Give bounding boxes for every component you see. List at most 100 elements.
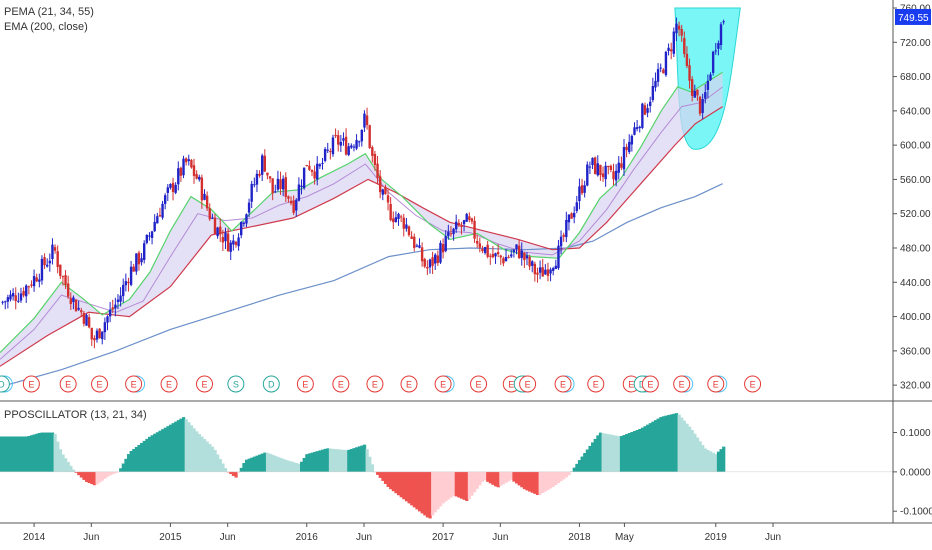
oscillator-bar[interactable]	[171, 423, 175, 472]
candle-body[interactable]	[250, 183, 253, 202]
oscillator-bar[interactable]	[470, 471, 474, 496]
oscillator-bar[interactable]	[501, 471, 506, 485]
oscillator-bar[interactable]	[6, 436, 10, 472]
oscillator-bar[interactable]	[383, 471, 388, 484]
oscillator-bar[interactable]	[499, 471, 503, 486]
oscillator-bar[interactable]	[189, 425, 194, 472]
candle-body[interactable]	[512, 249, 516, 253]
candle-body[interactable]	[711, 51, 715, 73]
oscillator-bar[interactable]	[598, 432, 603, 472]
oscillator-bar[interactable]	[551, 471, 555, 487]
candle-body[interactable]	[638, 126, 641, 129]
candle-body[interactable]	[675, 23, 678, 34]
oscillator-bar[interactable]	[585, 449, 589, 472]
candle-body[interactable]	[51, 244, 54, 259]
oscillator-bar[interactable]	[85, 471, 89, 482]
oscillator-bar[interactable]	[82, 471, 86, 480]
oscillator-bar[interactable]	[210, 446, 215, 472]
candle-body[interactable]	[630, 135, 634, 145]
candle-body[interactable]	[119, 295, 122, 302]
oscillator-bar[interactable]	[520, 471, 524, 488]
candle-body[interactable]	[1, 301, 4, 303]
oscillator-bar[interactable]	[441, 471, 445, 504]
candle-body[interactable]	[562, 234, 565, 237]
oscillator-bar[interactable]	[223, 468, 228, 472]
candle-body[interactable]	[171, 182, 175, 193]
oscillator-bar[interactable]	[541, 471, 545, 494]
oscillator-bar[interactable]	[286, 460, 291, 472]
oscillator-bar[interactable]	[407, 471, 411, 504]
candle-body[interactable]	[544, 269, 547, 275]
oscillator-bar[interactable]	[530, 471, 534, 493]
candle-body[interactable]	[339, 141, 343, 146]
oscillator-bar[interactable]	[341, 449, 346, 472]
candle-body[interactable]	[226, 233, 230, 252]
candle-body[interactable]	[635, 127, 639, 129]
oscillator-bar[interactable]	[601, 433, 605, 472]
oscillator-bar[interactable]	[685, 423, 689, 472]
candle-body[interactable]	[593, 157, 597, 174]
oscillator-bar[interactable]	[56, 441, 60, 472]
candle-body[interactable]	[667, 47, 670, 51]
candle-body[interactable]	[444, 236, 447, 252]
oscillator-bar[interactable]	[693, 433, 697, 472]
oscillator-bar[interactable]	[546, 471, 550, 491]
candle-body[interactable]	[719, 24, 723, 46]
candle-body[interactable]	[496, 252, 500, 255]
oscillator-bar[interactable]	[674, 413, 679, 472]
candle-body[interactable]	[538, 267, 542, 273]
candle-body[interactable]	[313, 171, 316, 179]
candle-body[interactable]	[680, 29, 683, 36]
oscillator-bar[interactable]	[690, 429, 694, 472]
oscillator-bar[interactable]	[651, 421, 655, 472]
oscillator-bar[interactable]	[22, 436, 26, 472]
oscillator-bar[interactable]	[617, 436, 621, 472]
candle-body[interactable]	[549, 269, 552, 274]
candle-body[interactable]	[281, 178, 285, 190]
candle-body[interactable]	[229, 242, 232, 252]
oscillator-bar[interactable]	[420, 471, 424, 514]
candle-body[interactable]	[190, 159, 193, 168]
oscillator-bar[interactable]	[150, 435, 154, 472]
candle-body[interactable]	[145, 234, 149, 243]
candle-body[interactable]	[465, 213, 468, 222]
oscillator-bar[interactable]	[74, 471, 78, 473]
earnings-event-marker[interactable]	[641, 375, 659, 393]
candle-body[interactable]	[237, 237, 240, 247]
candle-body[interactable]	[620, 163, 623, 168]
oscillator-bar[interactable]	[45, 432, 49, 472]
oscillator-bar[interactable]	[706, 449, 710, 472]
oscillator-bar[interactable]	[92, 471, 97, 486]
oscillator-bar[interactable]	[8, 436, 13, 472]
oscillator-bar[interactable]	[168, 424, 173, 472]
oscillator-bar[interactable]	[588, 445, 592, 472]
candle-body[interactable]	[323, 149, 327, 161]
oscillator-bar[interactable]	[564, 471, 569, 478]
oscillator-bar[interactable]	[653, 420, 658, 472]
oscillator-bar[interactable]	[397, 471, 401, 496]
candle-body[interactable]	[87, 317, 91, 328]
candle-body[interactable]	[617, 162, 620, 173]
candle-body[interactable]	[80, 310, 83, 313]
oscillator-bar[interactable]	[701, 445, 705, 472]
oscillator-bar[interactable]	[627, 433, 631, 472]
oscillator-bar[interactable]	[323, 448, 327, 472]
oscillator-bar[interactable]	[29, 435, 34, 472]
oscillator-bar[interactable]	[302, 457, 306, 472]
oscillator-bar[interactable]	[334, 449, 338, 472]
ema200-line[interactable]	[0, 183, 723, 388]
oscillator-bar[interactable]	[187, 422, 191, 472]
candle-body[interactable]	[266, 172, 269, 176]
oscillator-bar[interactable]	[147, 436, 152, 472]
oscillator-bar[interactable]	[473, 471, 477, 493]
candle-body[interactable]	[9, 294, 12, 300]
oscillator-bar[interactable]	[182, 417, 186, 472]
candle-body[interactable]	[704, 92, 707, 99]
oscillator-bar[interactable]	[155, 432, 160, 472]
oscillator-bar[interactable]	[465, 471, 469, 501]
candle-body[interactable]	[478, 243, 481, 248]
oscillator-bar[interactable]	[462, 471, 466, 500]
candle-body[interactable]	[247, 202, 251, 213]
oscillator-bar[interactable]	[294, 462, 298, 472]
oscillator-bar[interactable]	[331, 448, 335, 472]
